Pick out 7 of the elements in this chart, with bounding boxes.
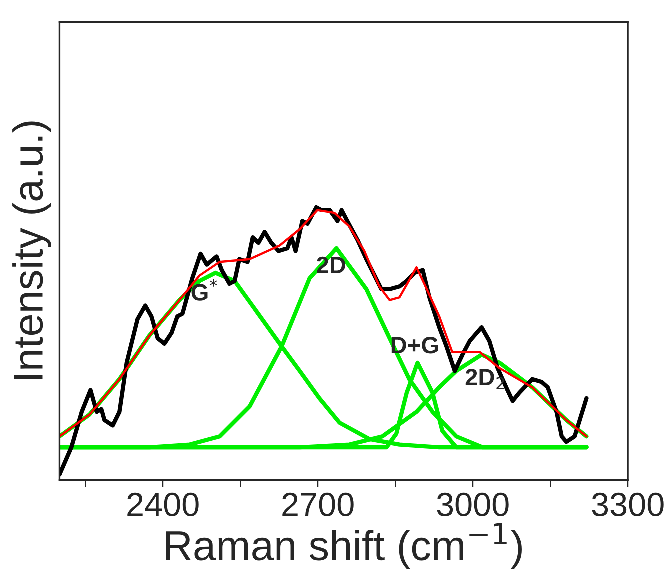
annotation: G$^{*}$ xyxy=(192,279,218,301)
x-tick-label: 3300 xyxy=(592,492,664,517)
y-axis-title: Intensity (a.u.) xyxy=(12,122,52,380)
x-axis-title: Raman shift (cm$^{−1}$) xyxy=(166,523,522,569)
x-tick-label: 3000 xyxy=(437,492,509,517)
x-tick-label: 2400 xyxy=(128,492,199,517)
x-tick-label: 2700 xyxy=(282,492,354,517)
